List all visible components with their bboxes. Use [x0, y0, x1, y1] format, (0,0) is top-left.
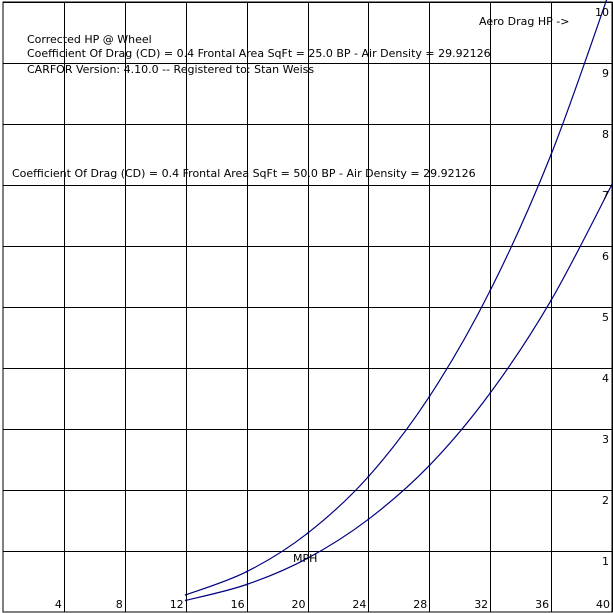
y-tick-label: 5 [602, 311, 609, 324]
y-tick-label: 10 [595, 6, 609, 19]
series-2-point [428, 395, 431, 398]
x-tick-label: 8 [116, 598, 123, 611]
x-tick-label: 36 [535, 598, 549, 611]
series-description: Coefficient Of Drag (CD) = 0.4 Frontal A… [12, 167, 476, 180]
chart-title: Corrected HP @ Wheel [27, 33, 152, 46]
series-2-point [306, 532, 309, 535]
series-1-point [428, 464, 431, 467]
series-1-point [550, 299, 552, 302]
x-tick-label: 32 [474, 598, 488, 611]
series-line-2 [185, 0, 608, 596]
series-1-point [245, 583, 248, 586]
series-2-point [184, 594, 187, 596]
series-1-point [611, 183, 613, 186]
y-axis-label: Aero Drag HP -> [479, 15, 569, 28]
y-tick-label: 7 [602, 189, 609, 202]
x-tick-label: 12 [170, 598, 184, 611]
series-2-point [489, 289, 492, 292]
subtitle-line-1: Coefficient Of Drag (CD) = 0.4 Frontal A… [27, 47, 491, 60]
y-tick-label: 1 [602, 555, 609, 568]
y-tick-label: 2 [602, 494, 609, 507]
y-tick-label: 4 [602, 372, 609, 385]
series-1-point [184, 599, 187, 602]
curves [184, 0, 613, 602]
x-tick-label: 40 [596, 598, 610, 611]
y-tick-label: 6 [602, 250, 609, 263]
series-1-point [367, 518, 370, 521]
series-1-point [489, 392, 492, 394]
x-tick-label: 4 [55, 598, 62, 611]
x-tick-label: 20 [292, 598, 306, 611]
x-tick-label: 24 [352, 598, 366, 611]
series-2-point [550, 153, 552, 156]
series-2-point [245, 570, 248, 573]
y-tick-label: 8 [602, 128, 609, 141]
y-tick-label: 9 [602, 67, 609, 80]
series-2-point [367, 475, 370, 478]
x-axis-label: MPH [293, 552, 317, 565]
series-1-point [306, 557, 309, 560]
y-tick-label: 3 [602, 433, 609, 446]
x-tick-label: 16 [231, 598, 245, 611]
subtitle-line-2: CARFOR Version: 4.10.0 -- Registered to:… [27, 63, 314, 76]
x-tick-label: 28 [413, 598, 427, 611]
